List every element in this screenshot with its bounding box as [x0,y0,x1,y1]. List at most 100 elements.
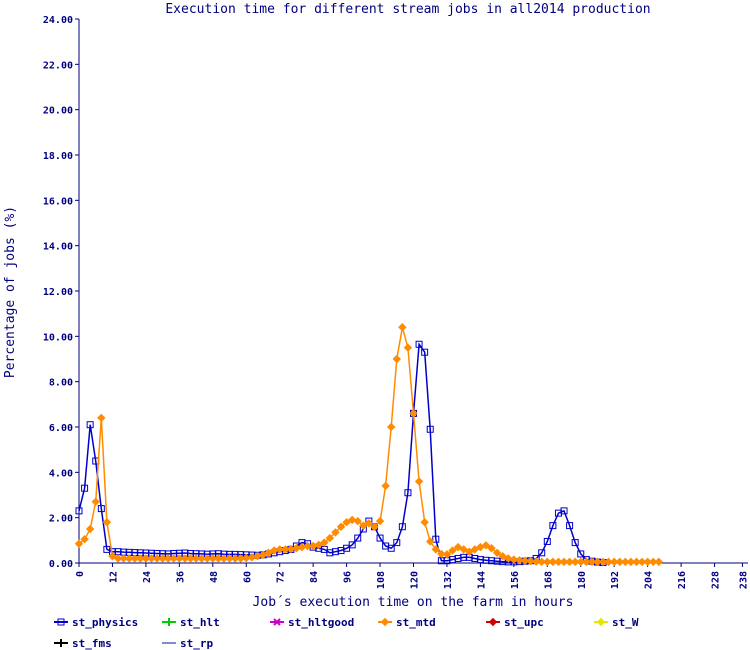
data-point [97,413,106,423]
x-tick-label: 48 [209,571,220,583]
x-tick-label: 238 [738,571,749,589]
x-tick-label: 0 [75,571,86,577]
data-point [258,550,268,560]
data-point [219,554,229,563]
data-point [392,354,401,364]
data-point [654,557,664,567]
data-point [375,516,385,526]
data-point [632,557,641,567]
data-point [342,517,351,527]
data-point [543,557,552,567]
y-tick-label: 22.00 [43,60,73,71]
y-tick-label: 10.00 [43,332,73,343]
data-point [409,409,418,418]
data-point [570,557,580,567]
x-tick-label: 156 [510,571,521,589]
data-point [637,557,647,567]
data-point [577,550,585,558]
legend: st_physics st_hlt st_hltgood st_mtd st_upc st… [54,616,639,650]
data-point [621,557,630,567]
data-point [130,554,139,563]
data-point [81,484,89,492]
x-tick-label: 84 [309,571,320,583]
data-point [414,477,424,486]
data-point [108,551,117,561]
legend-marker [380,617,390,627]
data-point [554,557,563,567]
data-point [152,554,162,563]
data-point [403,343,413,352]
data-point [141,554,151,563]
data-point [421,348,429,356]
data-point [649,557,658,567]
data-point [465,547,474,556]
legend-label: st_hlt [180,616,220,629]
data-point [415,340,423,348]
data-point [566,522,574,530]
data-point [208,554,218,563]
x-tick-label: 192 [610,571,621,589]
y-tick-label: 4.00 [49,468,73,479]
x-axis-label: Job´s execution time on the farm in hour… [253,595,574,610]
legend-item-st-hlt: st_hlt [162,616,220,629]
legend-marker [57,639,65,647]
y-tick-label: 2.00 [49,514,73,525]
legend-label: st_rp [180,637,213,650]
series-st-mtd [74,323,664,567]
data-point [80,534,89,544]
x-tick-label: 228 [711,571,722,589]
y-tick-label: 12.00 [43,287,73,298]
x-tick-label: 96 [343,571,354,583]
y-tick-label: 8.00 [49,378,73,389]
y-tick-label: 20.00 [43,106,73,117]
data-point [336,522,346,531]
y-tick-label: 24.00 [43,15,73,26]
legend-label: st_mtd [396,616,436,629]
data-point [487,544,496,553]
data-point [559,557,569,567]
legend-item-st-physics: st_physics [54,616,138,629]
x-tick-label: 72 [276,571,287,583]
data-point [97,505,105,513]
x-tick-label: 120 [410,571,421,589]
legend-item-st-hltgood: st_hltgood [270,616,354,629]
y-tick-label: 0.00 [49,559,73,570]
data-point [426,425,434,433]
data-point [643,557,652,567]
series-group [74,323,664,567]
data-point [615,557,624,567]
data-point [598,557,608,567]
data-point [609,557,619,567]
data-point [387,544,395,552]
data-point [75,507,83,515]
y-axis-label: Percentage of jobs (%) [3,206,18,378]
data-point [565,557,574,567]
data-point [459,545,468,554]
data-point [353,516,362,526]
data-point [347,515,357,525]
data-point [191,554,201,563]
data-point [509,555,519,564]
legend-label: st_W [612,616,639,629]
x-tick-label: 180 [577,571,588,589]
x-tick-label: 24 [142,571,153,583]
data-point [526,556,535,566]
data-point [398,323,407,332]
data-point [470,545,480,554]
data-point [442,550,452,559]
data-point [386,422,396,432]
data-point [481,541,491,550]
legend-marker-b [273,618,281,626]
data-point [354,534,362,542]
legend-label: st_hltgood [288,616,354,629]
data-point [432,535,440,543]
x-tick-label: 144 [476,571,487,589]
x-tick-label: 204 [644,571,655,589]
data-point [158,554,167,563]
legend-item-st-W: st_W [594,616,639,629]
legend-marker [165,618,173,626]
data-point [571,539,579,547]
legend-marker [273,618,281,626]
data-point [124,554,134,563]
